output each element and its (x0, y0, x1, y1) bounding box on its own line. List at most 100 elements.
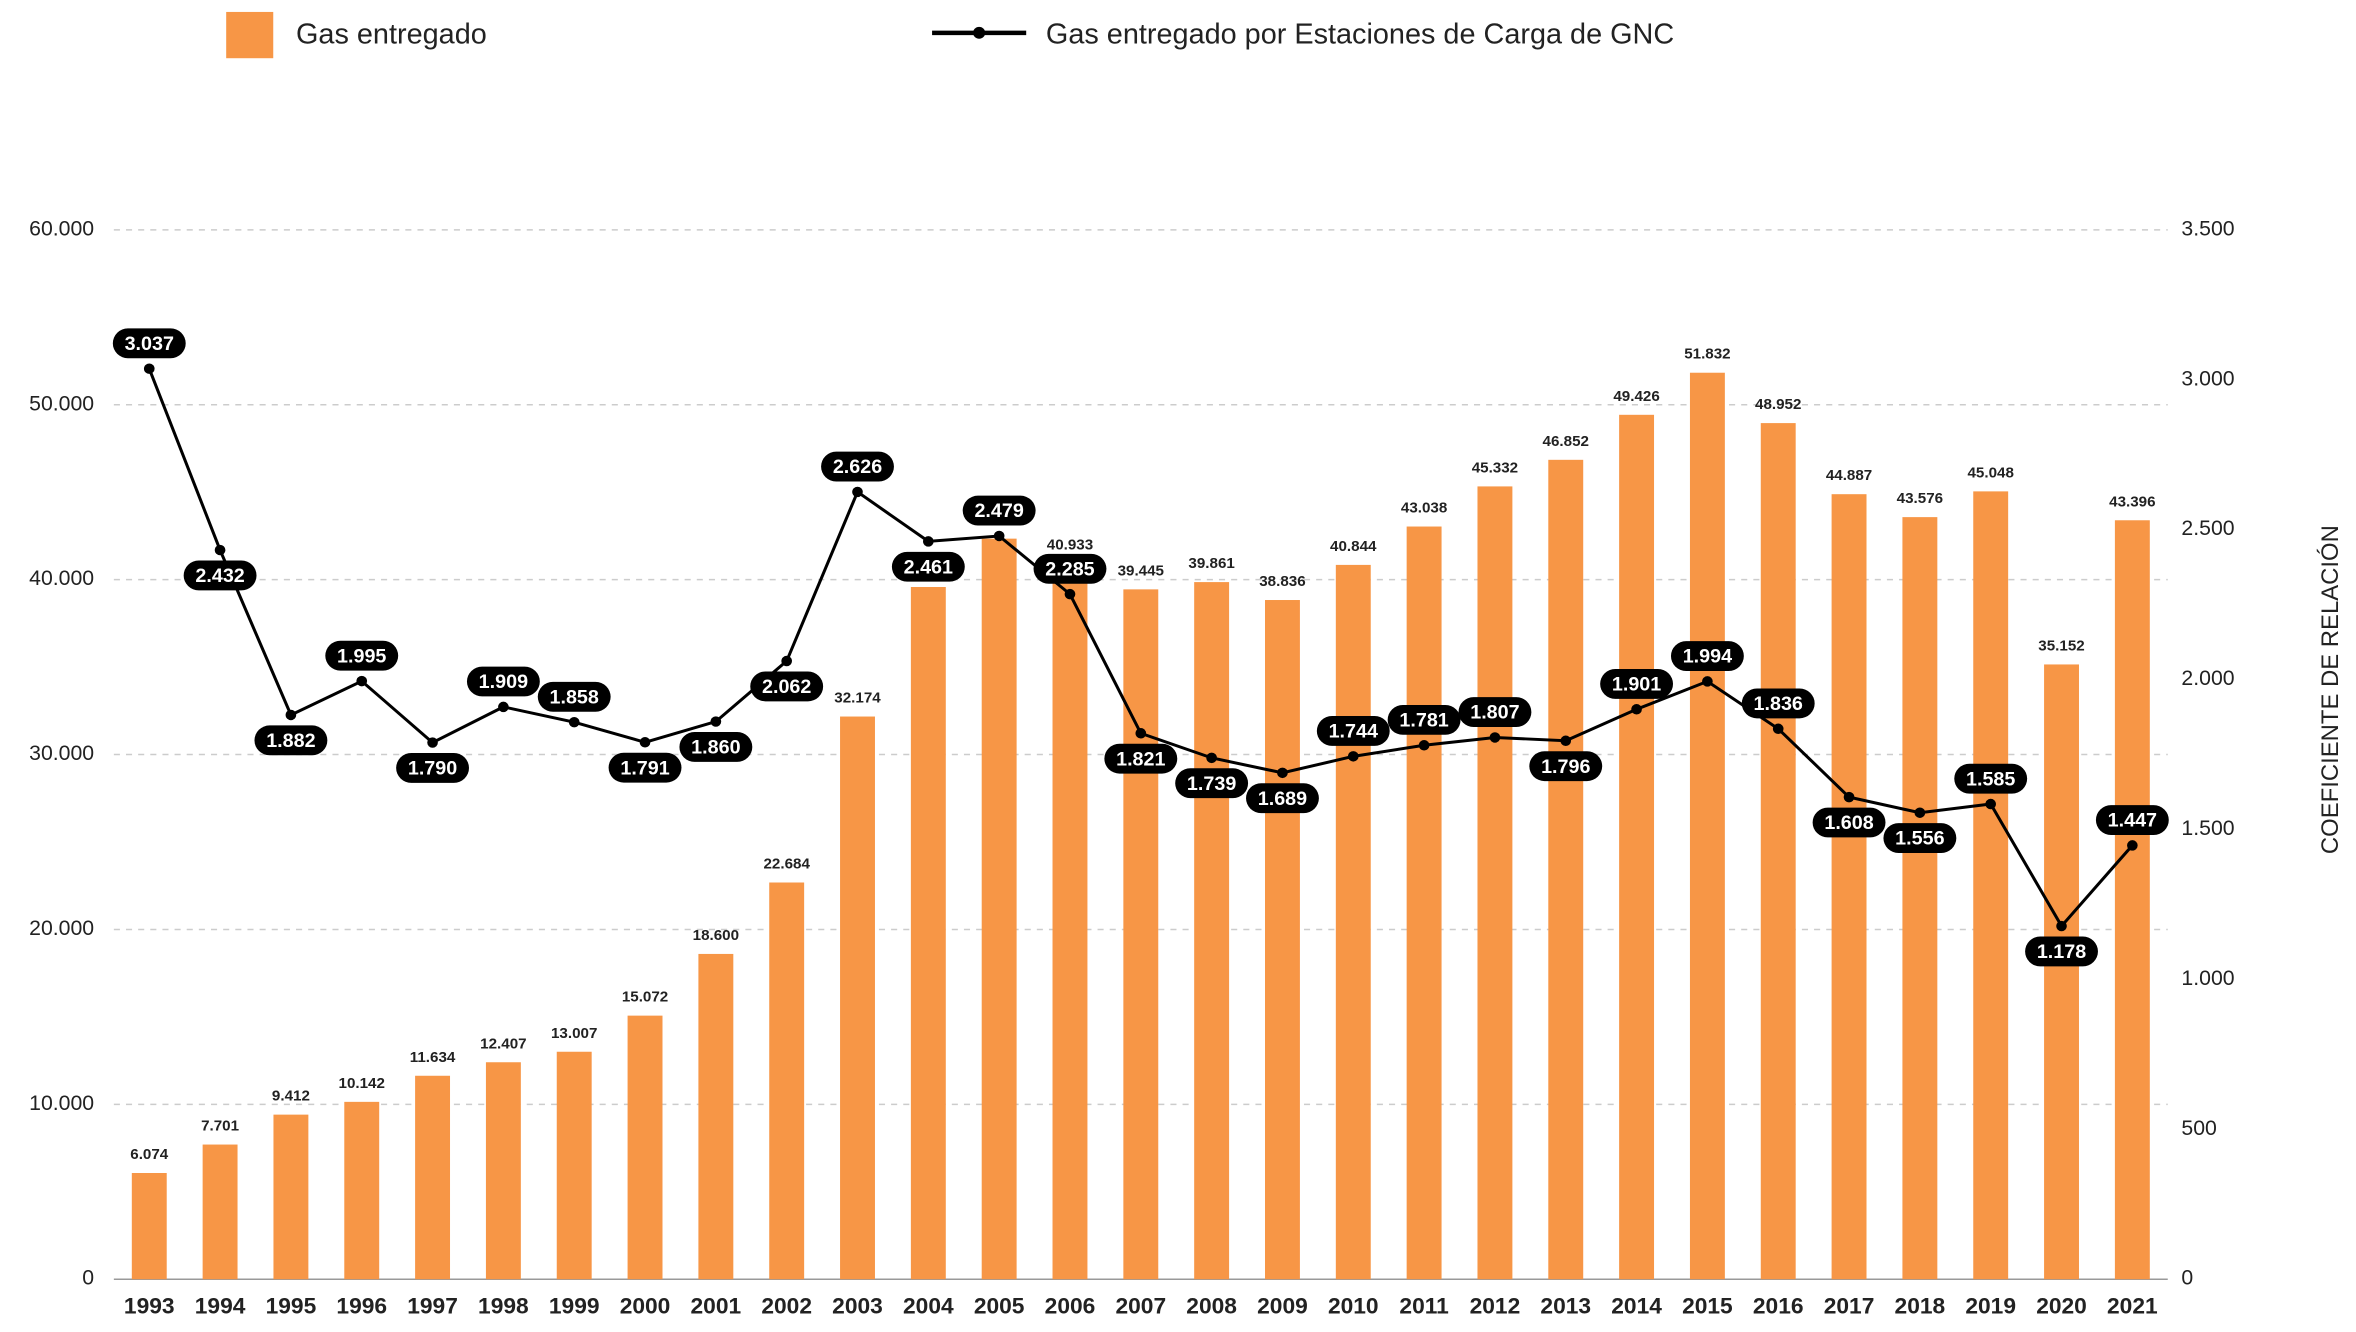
line-point (1418, 740, 1430, 751)
x-tick-label: 1994 (195, 1294, 246, 1319)
value-label-bg (1033, 553, 1107, 584)
bar (556, 1051, 592, 1280)
bar-value-label: 40.844 (1330, 538, 1377, 555)
bar (698, 953, 734, 1280)
line-point (710, 716, 722, 727)
line-point (1560, 735, 1572, 746)
line-value-label: 1.836 (1754, 693, 1803, 715)
value-label-bg (183, 560, 257, 591)
bar-value-label: 38.836 (1259, 573, 1305, 590)
line-point (1206, 752, 1217, 764)
line-point (993, 530, 1005, 542)
value-label-bg (1529, 751, 1603, 782)
x-tick-label: 2009 (1257, 1294, 1308, 1319)
bar (1264, 600, 1300, 1280)
line-value-label: 1.807 (1470, 702, 1519, 724)
line-value-label: 1.585 (1966, 768, 2015, 790)
line-point (781, 655, 792, 667)
x-tick-label: 1996 (336, 1294, 387, 1319)
line-value-label: 1.790 (408, 758, 457, 780)
bar-value-label: 43.396 (2109, 493, 2155, 510)
x-tick-label: 2017 (1824, 1294, 1875, 1319)
bar (1194, 582, 1230, 1280)
x-tick-label: 2002 (761, 1294, 812, 1319)
bar-value-label: 46.852 (1543, 433, 1589, 450)
line-value-label: 1.739 (1187, 773, 1236, 795)
x-tick-label: 2013 (1540, 1294, 1591, 1319)
value-label-bg (1812, 807, 1886, 838)
line-point (1772, 723, 1784, 734)
value-label-bg (112, 328, 186, 359)
x-tick-label: 2006 (1045, 1294, 1096, 1319)
legend-label: Gas entregado por Estaciones de Carga de… (1046, 19, 1674, 51)
bar-value-label: 45.048 (1967, 465, 2013, 482)
line-value-label: 2.432 (195, 565, 244, 587)
value-label-bg (1316, 716, 1390, 746)
value-label-bg (2025, 936, 2098, 967)
line-value-label: 1.781 (1399, 710, 1448, 732)
line-point (639, 737, 651, 748)
y-tick-label: 30.000 (29, 742, 94, 765)
x-tick-label: 1998 (478, 1294, 529, 1319)
y2-tick-label: 1.000 (2181, 967, 2234, 990)
value-label-bg (1600, 668, 1674, 699)
bar (131, 1173, 167, 1280)
x-tick-label: 2003 (832, 1294, 883, 1319)
line-value-label: 1.178 (2037, 941, 2086, 963)
bar (769, 882, 805, 1280)
value-label-bg (466, 666, 540, 697)
y2-tick-label: 500 (2181, 1117, 2216, 1140)
bar-value-label: 39.445 (1118, 563, 1164, 580)
bar-value-label: 48.952 (1755, 396, 1801, 413)
bar-value-label: 18.600 (693, 927, 739, 944)
bar (1760, 423, 1796, 1280)
y-tick-label: 20.000 (29, 917, 94, 940)
x-tick-label: 2020 (2036, 1294, 2087, 1319)
line-point (1135, 728, 1147, 739)
bar-value-label: 43.576 (1897, 490, 1943, 507)
line-value-label: 3.037 (125, 333, 174, 355)
bar-value-label: 12.407 (480, 1035, 526, 1052)
line-point (214, 544, 226, 556)
line-value-label: 1.744 (1329, 721, 1378, 743)
bar (344, 1101, 380, 1280)
value-label-bg (1387, 704, 1461, 735)
line-point (1702, 676, 1713, 687)
line-value-label: 2.626 (833, 456, 882, 478)
line-value-label: 1.858 (550, 687, 599, 709)
y-tick-label: 60.000 (29, 218, 94, 241)
line-value-label: 1.821 (1116, 748, 1165, 770)
line-point (1985, 798, 1997, 810)
x-tick-label: 2018 (1895, 1294, 1946, 1319)
line-point (852, 486, 863, 498)
x-tick-label: 2001 (691, 1294, 742, 1319)
x-tick-label: 2007 (1115, 1294, 1166, 1319)
line-value-label: 2.479 (974, 500, 1023, 522)
bar-value-label: 15.072 (622, 989, 668, 1006)
bar (415, 1075, 451, 1280)
bar-value-label: 9.412 (272, 1088, 310, 1105)
value-label-bg (1741, 688, 1815, 719)
x-tick-label: 2019 (1965, 1294, 2016, 1319)
bar (910, 587, 946, 1280)
bar (1619, 414, 1655, 1280)
line-point (427, 737, 438, 748)
line-point (2127, 840, 2138, 851)
bar-value-label: 6.074 (130, 1146, 169, 1163)
y2-tick-label: 2.000 (2181, 667, 2234, 690)
line-value-label: 1.995 (337, 645, 386, 667)
bar (1548, 459, 1584, 1280)
line-point (923, 536, 934, 547)
line-point (143, 363, 155, 374)
bar-value-label: 7.701 (201, 1118, 239, 1135)
value-label-bg (396, 753, 469, 783)
bar-value-label: 32.174 (834, 690, 881, 707)
line-value-label: 1.860 (691, 737, 740, 759)
bar-value-label: 40.933 (1047, 536, 1093, 553)
y-tick-label: 10.000 (29, 1092, 94, 1115)
y-tick-label: 0 (82, 1267, 94, 1290)
bar (981, 538, 1017, 1280)
x-tick-label: 1993 (124, 1294, 175, 1319)
line-point (1064, 588, 1076, 600)
